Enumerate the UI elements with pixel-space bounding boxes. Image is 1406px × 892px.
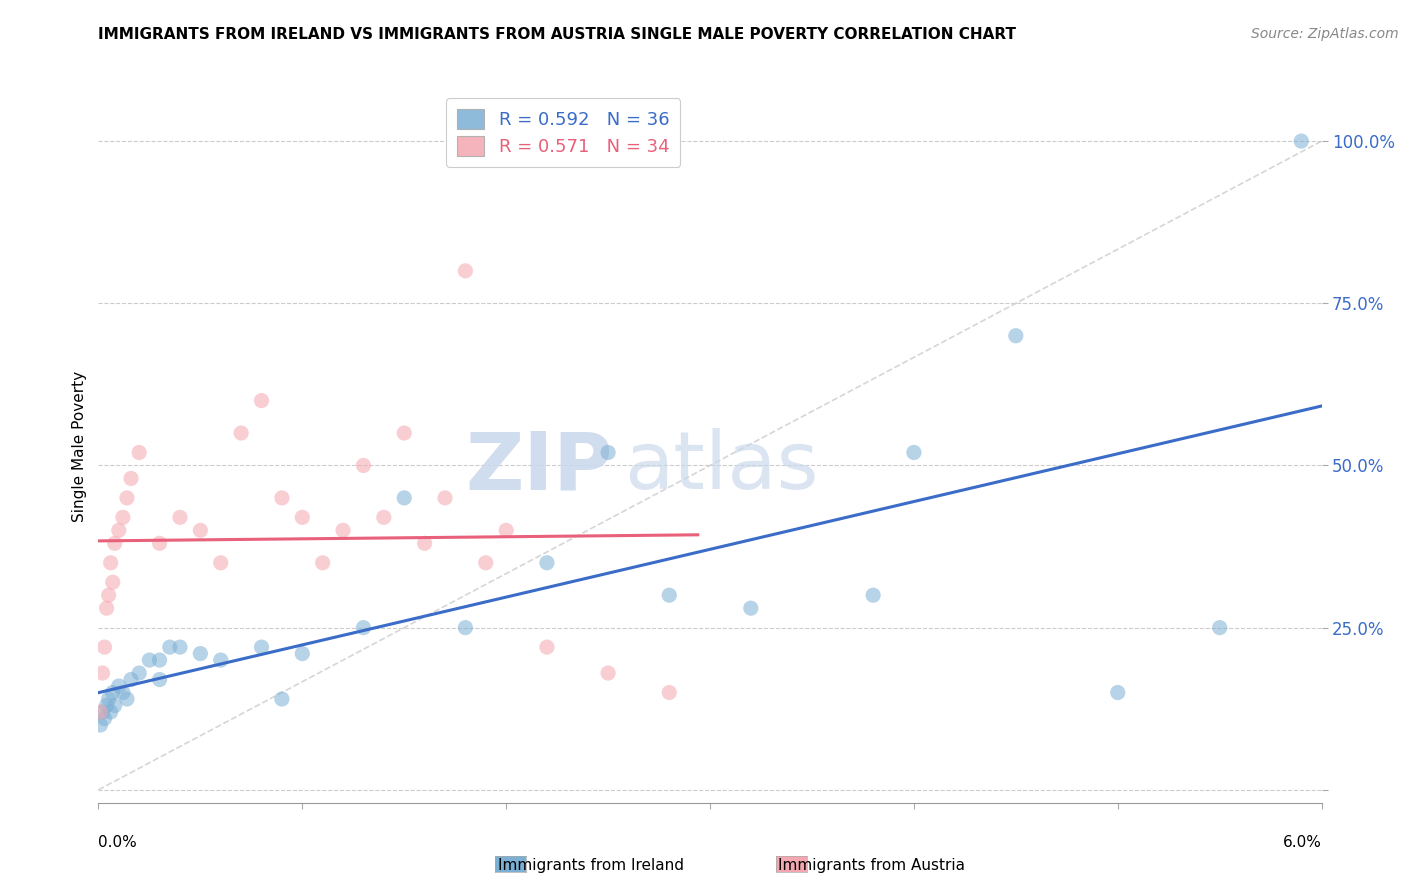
Point — [658, 685, 681, 699]
Point — [433, 491, 456, 505]
Y-axis label: Single Male Poverty: Single Male Poverty — [72, 370, 87, 522]
Point — [111, 510, 134, 524]
Point — [474, 556, 498, 570]
Point — [93, 640, 115, 654]
Point — [352, 621, 374, 635]
Point — [392, 491, 416, 505]
Text: 0.0%: 0.0% — [98, 836, 138, 850]
Point — [1107, 685, 1129, 699]
Point — [495, 524, 517, 538]
Point — [536, 640, 558, 654]
Point — [250, 393, 273, 408]
Text: IMMIGRANTS FROM IRELAND VS IMMIGRANTS FROM AUSTRIA SINGLE MALE POVERTY CORRELATI: IMMIGRANTS FROM IRELAND VS IMMIGRANTS FR… — [98, 27, 1017, 42]
Point — [188, 647, 212, 661]
Point — [91, 666, 114, 681]
Point — [311, 556, 335, 570]
Point — [209, 556, 232, 570]
Point — [454, 264, 477, 278]
Point — [89, 718, 111, 732]
Point — [91, 705, 114, 719]
Point — [101, 685, 124, 699]
Point — [89, 705, 111, 719]
Point — [111, 685, 134, 699]
Point — [740, 601, 762, 615]
Point — [1004, 328, 1026, 343]
Text: atlas: atlas — [624, 428, 818, 507]
Point — [862, 588, 884, 602]
Text: Immigrants from Austria: Immigrants from Austria — [778, 858, 966, 872]
Point — [115, 692, 138, 706]
Point — [100, 705, 122, 719]
Point — [104, 698, 127, 713]
Point — [332, 524, 354, 538]
Point — [93, 711, 115, 725]
Point — [96, 601, 118, 615]
Text: Immigrants from Ireland: Immigrants from Ireland — [498, 858, 683, 872]
Point — [392, 425, 416, 440]
Point — [104, 536, 127, 550]
Point — [536, 556, 558, 570]
Point — [128, 666, 150, 681]
Point — [115, 491, 138, 505]
Point — [101, 575, 124, 590]
Point — [100, 556, 122, 570]
Point — [169, 510, 191, 524]
Point — [209, 653, 232, 667]
Point — [149, 653, 172, 667]
Point — [97, 588, 120, 602]
Point — [169, 640, 191, 654]
Point — [270, 491, 292, 505]
Point — [270, 692, 292, 706]
Point — [128, 445, 150, 459]
Point — [352, 458, 374, 473]
Point — [231, 425, 253, 440]
Point — [159, 640, 181, 654]
Point — [96, 698, 118, 713]
Text: ZIP: ZIP — [465, 428, 612, 507]
Point — [291, 647, 314, 661]
Point — [120, 471, 142, 485]
Point — [250, 640, 273, 654]
Point — [149, 673, 172, 687]
Text: Source: ZipAtlas.com: Source: ZipAtlas.com — [1251, 27, 1399, 41]
Point — [454, 621, 477, 635]
Point — [1289, 134, 1312, 148]
Point — [138, 653, 160, 667]
Point — [373, 510, 395, 524]
Point — [188, 524, 212, 538]
Point — [598, 445, 620, 459]
Point — [108, 524, 131, 538]
Text: 6.0%: 6.0% — [1282, 836, 1322, 850]
Point — [1208, 621, 1232, 635]
Point — [658, 588, 681, 602]
Point — [291, 510, 314, 524]
Point — [149, 536, 172, 550]
Point — [413, 536, 436, 550]
Legend: R = 0.592   N = 36, R = 0.571   N = 34: R = 0.592 N = 36, R = 0.571 N = 34 — [446, 98, 681, 167]
Point — [903, 445, 925, 459]
Point — [598, 666, 620, 681]
Point — [120, 673, 142, 687]
Point — [108, 679, 131, 693]
Point — [97, 692, 120, 706]
